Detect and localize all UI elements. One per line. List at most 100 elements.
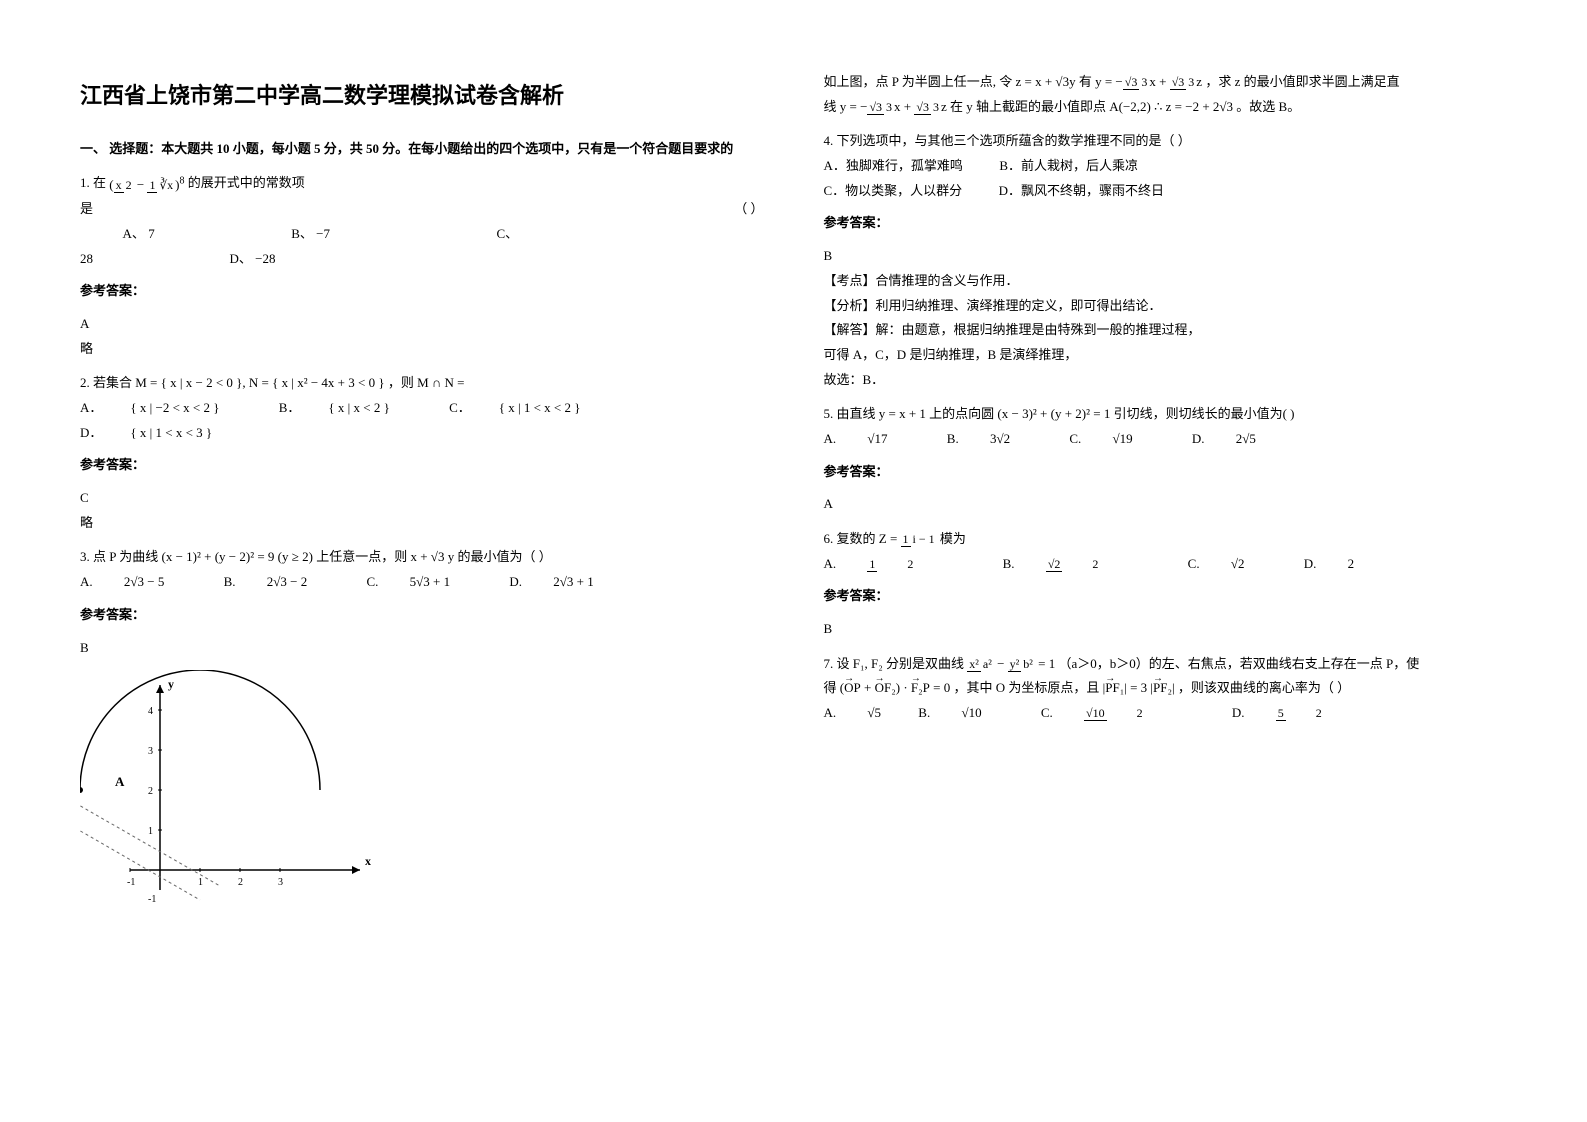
q4-opts2: C．物以类聚，人以群分 D．飘风不终朝，骤雨不终日	[824, 179, 1508, 204]
q3e-l1b: ，求 z 的最小值即求半圆上满足直	[1205, 74, 1399, 89]
q6-D-val: 2	[1348, 552, 1355, 577]
q4-B: B．前人栽树，后人乘凉	[999, 158, 1138, 173]
q7-line1: 7. 设 F₁, F₂ 分别是双曲线 x²a² − y²b² = 1 （a＞0，…	[824, 652, 1508, 677]
q1-A-val: 7	[148, 226, 155, 241]
q7-len1: |PF₁→| = 3 |PF₂→|	[1103, 680, 1178, 695]
q7-C: C.	[1041, 701, 1053, 726]
ytick-2: 2	[148, 786, 153, 797]
q3-D: D.	[509, 570, 522, 595]
q1-options-2: 28 D、 −28	[80, 247, 764, 272]
point-A-label: A	[115, 774, 125, 789]
q2-options: A．{ x | −2 < x < 2 } B．{ x | x < 2 } C．{…	[80, 396, 764, 445]
q2-B-val: { x | x < 2 }	[328, 396, 389, 421]
ytick-1: 1	[148, 826, 153, 837]
q2-stem: 2. 若集合 M = { x | x − 2 < 0 }, N = { x | …	[80, 371, 764, 396]
q6-A-val: 12	[867, 558, 943, 572]
q3-graph: -1 1 2 3 1 2 3 4 -1 A x y	[80, 670, 764, 919]
q2-ans: C	[80, 486, 764, 511]
q4-ans: B	[824, 244, 1508, 269]
q6-stem-a: 6. 复数的	[824, 531, 879, 546]
page-container: 江西省上饶市第二中学高二数学理模拟试卷含解析 一、 选择题：本大题共 10 小题…	[0, 0, 1587, 989]
q6-B-val: √22	[1046, 558, 1129, 572]
q4-stem: 4. 下列选项中，与其他三个选项所蕴含的数学推理不同的是（ ）	[824, 129, 1508, 154]
q5-B-val: 3√2	[990, 427, 1010, 452]
xtick-1: 1	[198, 877, 203, 888]
q6-D: D.	[1304, 552, 1317, 577]
q5-ans: A	[824, 492, 1508, 517]
q6-C: C.	[1188, 552, 1200, 577]
q7-D: D.	[1232, 701, 1245, 726]
q3e-l2a: 线	[824, 99, 837, 114]
q2-B: B．	[279, 396, 301, 421]
q6-stem-b: 模为	[940, 531, 966, 546]
q4-l1: 【考点】合情推理的含义与作用．	[824, 269, 1508, 294]
q7-A-val: √5	[867, 701, 881, 726]
question-4: 4. 下列选项中，与其他三个选项所蕴含的数学推理不同的是（ ） A．独脚难行，孤…	[824, 129, 1508, 392]
q3-A: A.	[80, 570, 93, 595]
y-arrow	[156, 685, 164, 693]
question-2: 2. 若集合 M = { x | x − 2 < 0 }, N = { x | …	[80, 371, 764, 535]
dashed-line-1	[80, 825, 200, 900]
ytick--1: -1	[148, 894, 156, 905]
q1-B: B、	[291, 226, 313, 241]
q3-stem: 3. 点 P 为曲线 (x − 1)² + (y − 2)² = 9 (y ≥ …	[80, 545, 764, 570]
question-7: 7. 设 F₁, F₂ 分别是双曲线 x²a² − y²b² = 1 （a＞0，…	[824, 652, 1508, 726]
q4-opts1: A．独脚难行，孤掌难鸣 B．前人栽树，后人乘凉	[824, 154, 1508, 179]
q7-options: A. √5 B. √10 C. √102 D. 52	[824, 701, 1508, 726]
graph-svg: -1 1 2 3 1 2 3 4 -1 A x y	[80, 670, 380, 910]
q1-D: D、	[230, 251, 252, 266]
right-column: 如上图，点 P 为半圆上任一点, 令 z = x + √3y 有 y = −√3…	[824, 60, 1508, 929]
q5-ans-head: 参考答案：	[824, 460, 1508, 485]
q3-explanation: 如上图，点 P 为半圆上任一点, 令 z = x + √3y 有 y = −√3…	[824, 70, 1508, 119]
q3-options: A. 2√3 − 5 B. 2√3 − 2 C. 5√3 + 1 D. 2√3 …	[80, 570, 764, 595]
y-label: y	[168, 677, 174, 691]
section1-head: 一、 选择题：本大题共 10 小题，每小题 5 分，共 50 分。在每小题给出的…	[80, 137, 764, 162]
ytick-4: 4	[148, 706, 153, 717]
q1-options: A、 7 B、 −7 C、	[80, 222, 764, 247]
q1-brackets: （ ）	[734, 197, 763, 222]
q7-hyper: x²a² − y²b² = 1	[967, 656, 1058, 671]
q5-D-val: 2√5	[1236, 427, 1256, 452]
q3e-l2b: 在 y 轴上截距的最小值即点 A(−2,2) ∴ z = −2 + 2√3 。故…	[950, 99, 1300, 114]
q5-options: A. √17 B. 3√2 C. √19 D. 2√5	[824, 427, 1508, 452]
point-A-dot	[80, 787, 83, 793]
q1-is: 是	[80, 197, 93, 222]
q6-ans: B	[824, 617, 1508, 642]
q3-ans-head: 参考答案：	[80, 603, 764, 628]
q7-B-val: √10	[961, 701, 981, 726]
xtick--1: -1	[127, 877, 135, 888]
question-6: 6. 复数的 Z = 1i − 1 模为 A. 12 B. √22 C. √2 …	[824, 527, 1508, 642]
q5-C: C.	[1069, 427, 1081, 452]
q7-l2a: 得	[824, 680, 837, 695]
q3-B-val: 2√3 − 2	[267, 570, 307, 595]
xtick-2: 2	[238, 877, 243, 888]
q1-ans: A	[80, 312, 764, 337]
question-1: 1. 在 (x2 − 1∛x)8 的展开式中的常数项 是 （ ） A、 7 B、…	[80, 171, 764, 361]
q5-stem: 5. 由直线 y = x + 1 上的点向圆 (x − 3)² + (y + 2…	[824, 402, 1508, 427]
q1-A: A、	[123, 226, 145, 241]
dashed-line-2	[80, 800, 220, 886]
q6-options: A. 12 B. √22 C. √2 D. 2	[824, 552, 1508, 577]
q2-D: D．	[80, 421, 102, 446]
q7-line2: 得 (OP→ + OF₂→) · F₂P→ = 0 ，其中 O 为坐标原点，且 …	[824, 676, 1508, 701]
q4-l2: 【分析】利用归纳推理、演绎推理的定义，即可得出结论．	[824, 294, 1508, 319]
q3-ans: B	[80, 636, 764, 661]
q6-ans-head: 参考答案：	[824, 584, 1508, 609]
q5-B: B.	[947, 427, 959, 452]
q7-vec1: (OP→ + OF₂→) · F₂P→ = 0	[840, 676, 950, 701]
q7-l2b: ，其中 O 为坐标原点，且	[954, 680, 1100, 695]
q4-l5: 故选：B．	[824, 368, 1508, 393]
q5-A: A.	[824, 427, 837, 452]
q2-D-val: { x | 1 < x < 3 }	[130, 421, 212, 446]
q7-l2c: ，则该双曲线的离心率为（ ）	[1178, 680, 1350, 695]
q3-B: B.	[224, 570, 236, 595]
q6-B: B.	[1003, 552, 1015, 577]
q1-C-val: 28	[80, 251, 93, 266]
q2-ans-head: 参考答案：	[80, 453, 764, 478]
q5-A-val: √17	[867, 427, 887, 452]
paper-title: 江西省上饶市第二中学高二数学理模拟试卷含解析	[80, 75, 764, 117]
q6-expr: Z = 1i − 1	[879, 531, 937, 546]
q2-A-val: { x | −2 < x < 2 }	[130, 396, 219, 421]
q1-C: C、	[496, 226, 518, 241]
q2-C-val: { x | 1 < x < 2 }	[499, 396, 581, 421]
